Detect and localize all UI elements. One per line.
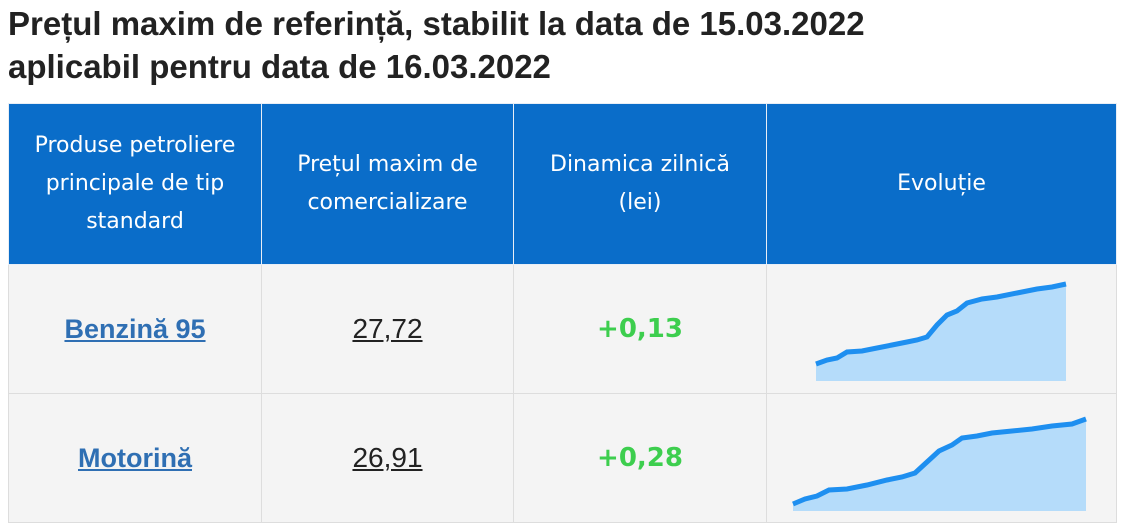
table-row: Benzină 95 27,72 +0,13: [8, 264, 1117, 394]
price-table: Produse petroliere principale de tip sta…: [8, 103, 1117, 523]
product-cell: Motorină: [8, 393, 262, 523]
evolution-cell: [766, 393, 1117, 523]
sparkline-area: [793, 419, 1086, 511]
header-row: Produse petroliere principale de tip sta…: [8, 103, 1117, 265]
product-link[interactable]: Motorină: [78, 442, 192, 473]
price[interactable]: 26,91: [352, 442, 423, 473]
sparkline-line: [815, 281, 1067, 367]
change: +0,28: [597, 443, 683, 473]
title-line: aplicabil pentru data de 16.03.2022: [8, 48, 551, 85]
sparkline: [792, 416, 1087, 511]
column-header: Evoluție: [766, 103, 1117, 265]
change: +0,13: [597, 314, 683, 344]
change-cell: +0,13: [513, 264, 767, 394]
price-cell: 26,91: [261, 393, 514, 523]
page-title: Prețul maxim de referință, stabilit la d…: [8, 2, 865, 88]
product-cell: Benzină 95: [8, 264, 262, 394]
change-cell: +0,28: [513, 393, 767, 523]
product-link[interactable]: Benzină 95: [64, 313, 206, 344]
evolution-cell: [766, 264, 1117, 394]
price[interactable]: 27,72: [352, 313, 423, 344]
column-header: Dinamica zilnică (lei): [513, 103, 767, 265]
column-header: Produse petroliere principale de tip sta…: [8, 103, 262, 265]
column-header: Prețul maxim de comercializare: [261, 103, 514, 265]
sparkline-line: [792, 416, 1087, 507]
sparkline-area: [816, 284, 1066, 381]
price-cell: 27,72: [261, 264, 514, 394]
title-line: Prețul maxim de referință, stabilit la d…: [8, 5, 865, 42]
table-row: Motorină 26,91 +0,28: [8, 393, 1117, 523]
sparkline: [815, 281, 1067, 381]
